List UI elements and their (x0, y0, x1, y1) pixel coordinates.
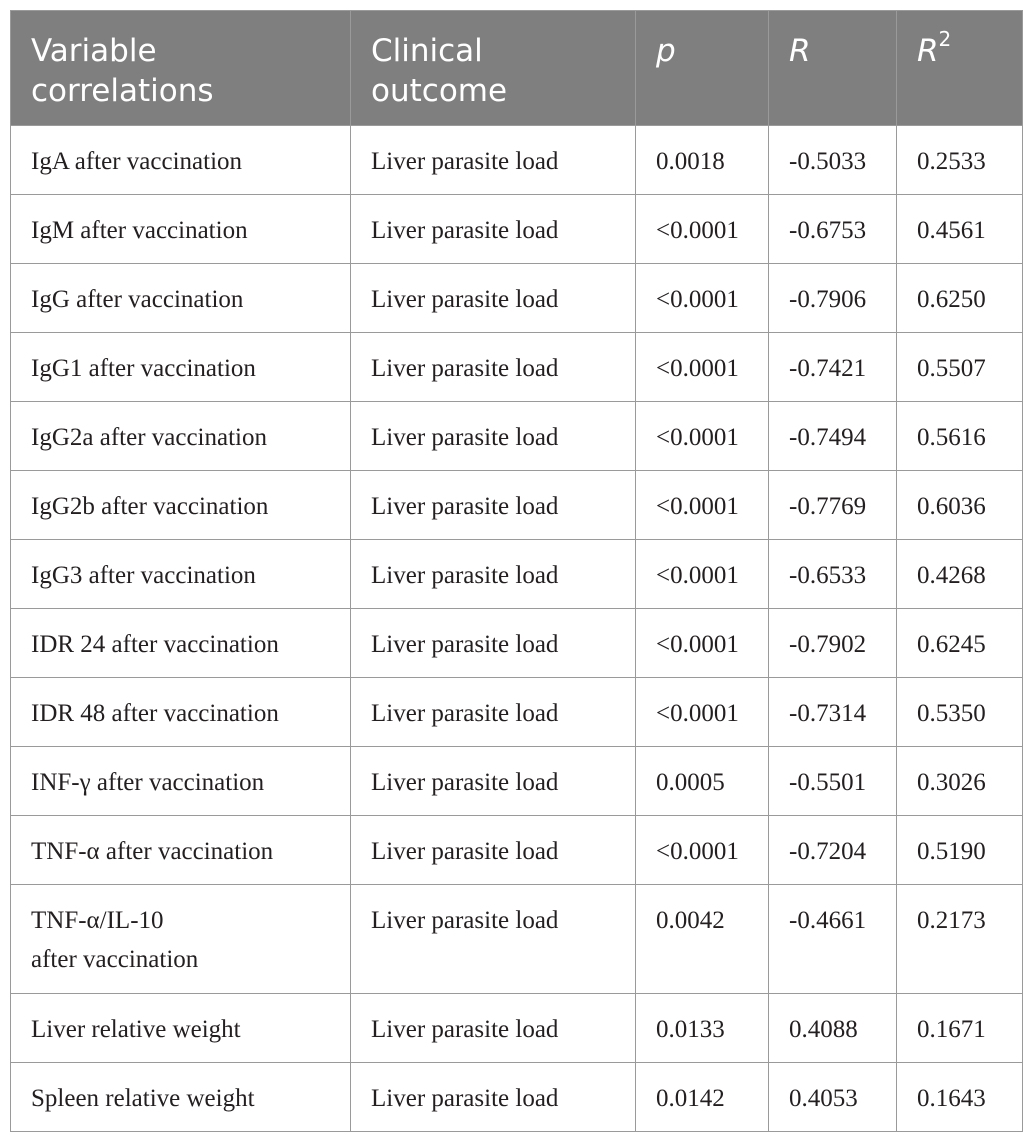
cell-r-squared-value: 0.5507 (896, 332, 1023, 402)
cell-p-value: <0.0001 (635, 815, 769, 885)
table-body: IgA after vaccination Liver parasite load… (10, 125, 1023, 1132)
table-row: Liver relative weight Liver parasite load… (10, 993, 1023, 1063)
table-row: IgA after vaccination Liver parasite load… (10, 125, 1023, 195)
cell-r-value: 0.4053 (768, 1062, 897, 1132)
cell-clinical-outcome: Liver parasite load (350, 608, 636, 678)
table-row: IgG2b after vaccination Liver parasite lo… (10, 470, 1023, 540)
cell-variable: IgG2b after vaccination (10, 470, 351, 540)
header-r: R (768, 10, 897, 126)
cell-variable: Liver relative weight (10, 993, 351, 1063)
cell-r-squared-value: 0.3026 (896, 746, 1023, 816)
cell-variable: IgM after vaccination (10, 194, 351, 264)
cell-clinical-outcome: Liver parasite load (350, 539, 636, 609)
cell-r-value: 0.4088 (768, 993, 897, 1063)
cell-r-value: -0.6753 (768, 194, 897, 264)
table-row: TNF-α/IL-10 after vaccination Liver paras… (10, 884, 1023, 994)
cell-r-squared-value: 0.1671 (896, 993, 1023, 1063)
cell-r-squared-value: 0.5190 (896, 815, 1023, 885)
cell-r-squared-value: 0.4268 (896, 539, 1023, 609)
cell-clinical-outcome: Liver parasite load (350, 470, 636, 540)
cell-clinical-outcome: Liver parasite load (350, 815, 636, 885)
cell-r-value: -0.7902 (768, 608, 897, 678)
cell-p-value: 0.0005 (635, 746, 769, 816)
cell-r-squared-value: 0.4561 (896, 194, 1023, 264)
cell-clinical-outcome: Liver parasite load (350, 125, 636, 195)
cell-r-squared-value: 0.6036 (896, 470, 1023, 540)
header-clinical-outcome: Clinical outcome (350, 10, 636, 126)
table-row: IgG3 after vaccination Liver parasite loa… (10, 539, 1023, 609)
cell-p-value: <0.0001 (635, 608, 769, 678)
cell-r-squared-value: 0.5350 (896, 677, 1023, 747)
cell-p-value: <0.0001 (635, 470, 769, 540)
cell-p-value: <0.0001 (635, 677, 769, 747)
cell-variable: IDR 48 after vaccination (10, 677, 351, 747)
cell-clinical-outcome: Liver parasite load (350, 194, 636, 264)
cell-clinical-outcome: Liver parasite load (350, 263, 636, 333)
header-r-squared: R2 (896, 10, 1023, 126)
table-row: TNF-α after vaccination Liver parasite lo… (10, 815, 1023, 885)
cell-r-value: -0.7421 (768, 332, 897, 402)
cell-r-squared-value: 0.2533 (896, 125, 1023, 195)
cell-clinical-outcome: Liver parasite load (350, 677, 636, 747)
cell-r-value: -0.4661 (768, 884, 897, 994)
header-row: Variable correlations Clinical outcome p… (10, 10, 1023, 126)
table-row: IDR 24 after vaccination Liver parasite l… (10, 608, 1023, 678)
header-variable-correlations: Variable correlations (10, 10, 351, 126)
cell-r-value: -0.5501 (768, 746, 897, 816)
cell-variable: INF-γ after vaccination (10, 746, 351, 816)
cell-p-value: 0.0133 (635, 993, 769, 1063)
cell-clinical-outcome: Liver parasite load (350, 401, 636, 471)
cell-clinical-outcome: Liver parasite load (350, 746, 636, 816)
table-row: IDR 48 after vaccination Liver parasite l… (10, 677, 1023, 747)
cell-clinical-outcome: Liver parasite load (350, 332, 636, 402)
cell-variable: Spleen relative weight (10, 1062, 351, 1132)
cell-r-value: -0.7314 (768, 677, 897, 747)
cell-r-squared-value: 0.6245 (896, 608, 1023, 678)
table-row: IgG1 after vaccination Liver parasite loa… (10, 332, 1023, 402)
cell-variable: TNF-α after vaccination (10, 815, 351, 885)
cell-r-value: -0.7906 (768, 263, 897, 333)
cell-clinical-outcome: Liver parasite load (350, 1062, 636, 1132)
cell-p-value: <0.0001 (635, 401, 769, 471)
cell-r-squared-value: 0.1643 (896, 1062, 1023, 1132)
cell-p-value: <0.0001 (635, 263, 769, 333)
correlation-table: Variable correlations Clinical outcome p… (10, 10, 1023, 1132)
cell-r-value: -0.6533 (768, 539, 897, 609)
table-header: Variable correlations Clinical outcome p… (10, 10, 1023, 126)
cell-p-value: <0.0001 (635, 332, 769, 402)
cell-r-squared-value: 0.5616 (896, 401, 1023, 471)
cell-variable: IgA after vaccination (10, 125, 351, 195)
table-row: INF-γ after vaccination Liver parasite lo… (10, 746, 1023, 816)
cell-r-squared-value: 0.2173 (896, 884, 1023, 994)
cell-clinical-outcome: Liver parasite load (350, 993, 636, 1063)
cell-p-value: <0.0001 (635, 194, 769, 264)
cell-p-value: <0.0001 (635, 539, 769, 609)
cell-clinical-outcome: Liver parasite load (350, 884, 636, 994)
cell-r-value: -0.7769 (768, 470, 897, 540)
cell-variable: IgG after vaccination (10, 263, 351, 333)
header-r-squared-superscript: 2 (938, 26, 952, 51)
table-row: Spleen relative weight Liver parasite loa… (10, 1062, 1023, 1132)
cell-r-value: -0.7494 (768, 401, 897, 471)
cell-variable: IDR 24 after vaccination (10, 608, 351, 678)
cell-variable: TNF-α/IL-10 after vaccination (10, 884, 351, 994)
cell-variable: IgG2a after vaccination (10, 401, 351, 471)
cell-variable: IgG1 after vaccination (10, 332, 351, 402)
header-p: p (635, 10, 769, 126)
cell-p-value: 0.0142 (635, 1062, 769, 1132)
cell-r-value: -0.5033 (768, 125, 897, 195)
cell-p-value: 0.0018 (635, 125, 769, 195)
cell-p-value: 0.0042 (635, 884, 769, 994)
cell-variable: IgG3 after vaccination (10, 539, 351, 609)
cell-r-squared-value: 0.6250 (896, 263, 1023, 333)
table-row: IgG after vaccination Liver parasite load… (10, 263, 1023, 333)
table-row: IgG2a after vaccination Liver parasite lo… (10, 401, 1023, 471)
cell-r-value: -0.7204 (768, 815, 897, 885)
table-row: IgM after vaccination Liver parasite load… (10, 194, 1023, 264)
